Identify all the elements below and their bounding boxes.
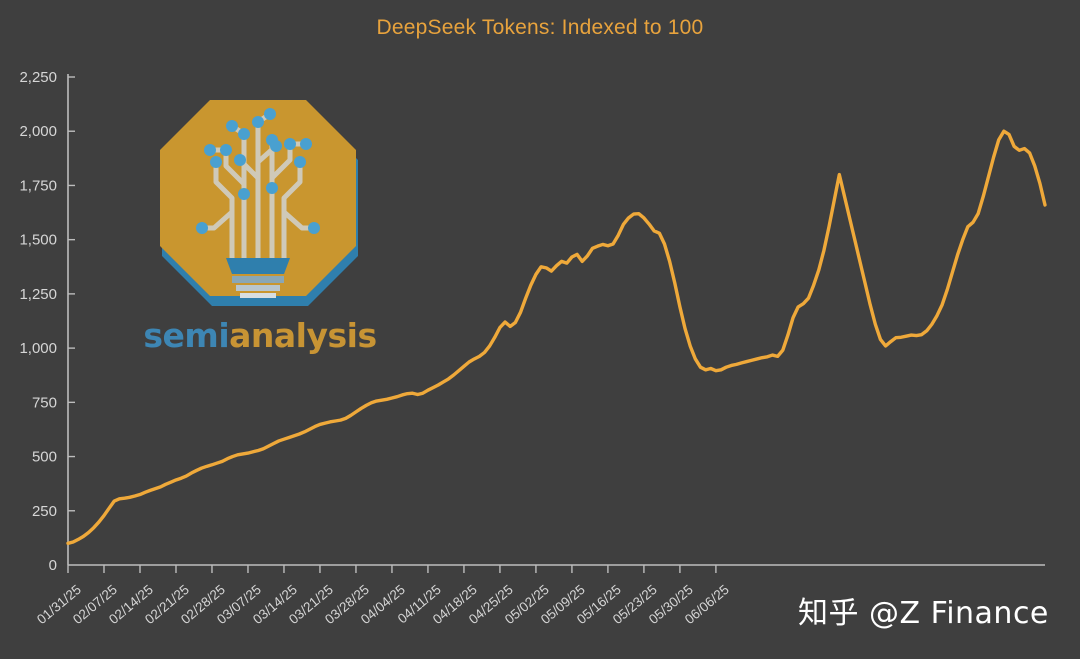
watermark-text: 知乎 @Z Finance: [798, 596, 1049, 631]
y-tick-label: 1,750: [19, 177, 57, 194]
y-tick-label: 1,250: [19, 286, 57, 303]
y-tick-label: 500: [32, 449, 57, 466]
y-tick-label: 2,000: [19, 123, 57, 140]
data-series-line: [66, 129, 1047, 546]
axis-tick-marks: [67, 76, 717, 573]
y-tick-label: 250: [32, 503, 57, 520]
axis-lines: [67, 74, 1045, 566]
y-axis-tick-labels: 0 250 500 750 1,000 1,250 1,500 1,750 2,000 2,250: [19, 69, 57, 574]
y-tick-label: 750: [32, 394, 57, 411]
y-tick-label: 0: [49, 557, 57, 574]
y-tick-label: 2,250: [19, 69, 57, 86]
x-axis-tick-labels: 01/31/2502/07/2502/14/2502/21/2502/28/25…: [34, 582, 732, 627]
y-tick-label: 1,500: [19, 232, 57, 249]
y-tick-label: 1,000: [19, 340, 57, 357]
chart-title: DeepSeek Tokens: Indexed to 100: [376, 16, 704, 39]
